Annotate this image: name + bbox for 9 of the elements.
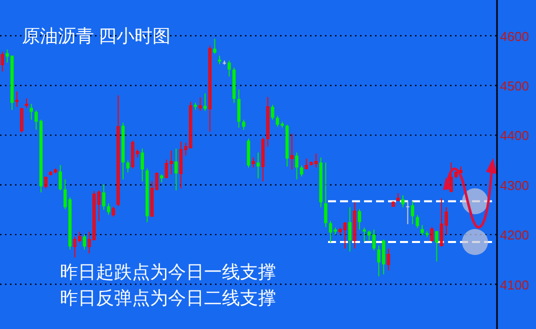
y-tick-label: 4300 — [500, 178, 529, 193]
annotation: 昨日反弹点为今日二线支撑 — [60, 288, 276, 308]
y-tick-label: 4100 — [500, 277, 529, 292]
annotation: 昨日起跌点为今日一线支撑 — [60, 262, 276, 282]
y-tick-label: 4600 — [500, 28, 529, 44]
y-tick-label: 4500 — [500, 78, 529, 94]
y-tick-label: 4400 — [500, 128, 529, 144]
y-tick-label: 4200 — [500, 228, 529, 243]
text: 原油沥青 四小时图 — [22, 26, 170, 46]
